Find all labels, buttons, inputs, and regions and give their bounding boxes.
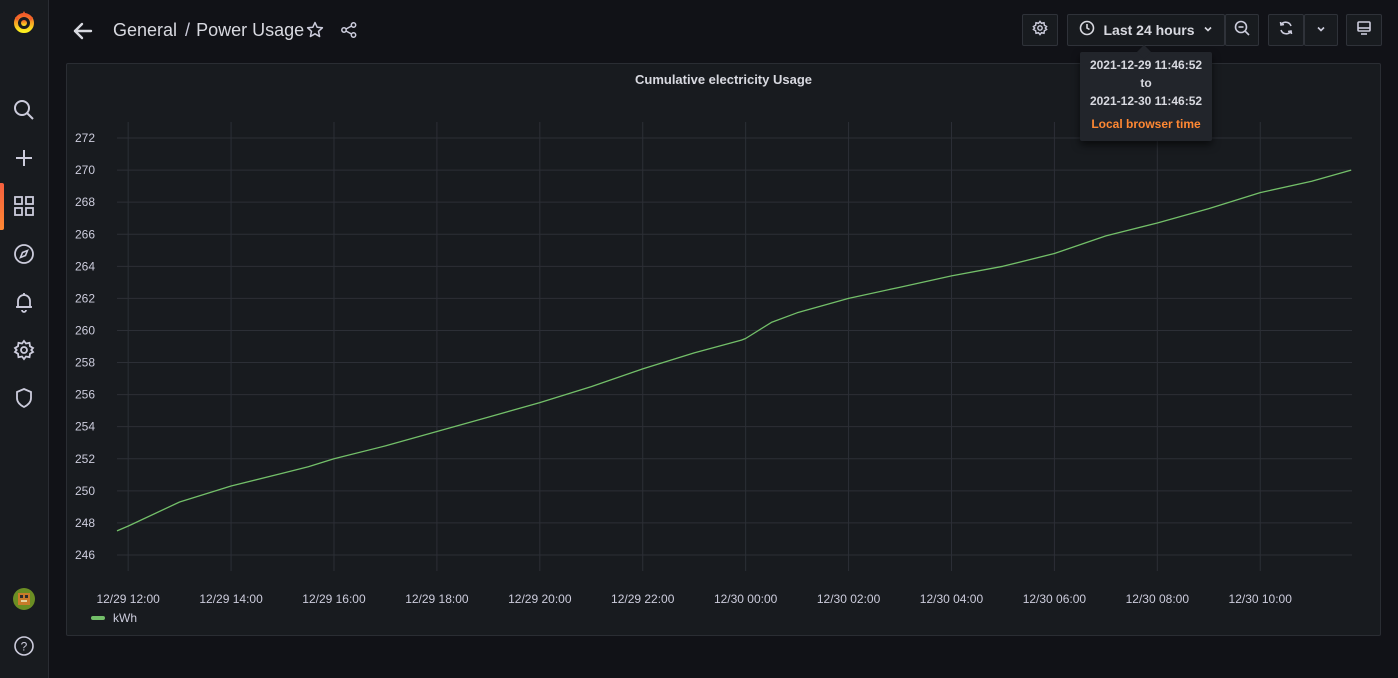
breadcrumb-folder[interactable]: General — [113, 20, 178, 40]
active-indicator — [0, 183, 4, 230]
legend-label[interactable]: kWh — [113, 611, 137, 625]
x-tick-label: 12/29 16:00 — [302, 592, 366, 606]
star-icon[interactable] — [305, 14, 325, 46]
tv-mode-button[interactable] — [1346, 14, 1382, 46]
x-tick-label: 12/30 06:00 — [1023, 592, 1087, 606]
chevron-down-icon — [1316, 21, 1326, 39]
x-tick-label: 12/30 10:00 — [1229, 592, 1293, 606]
plus-icon[interactable] — [0, 138, 48, 178]
help-icon[interactable]: ? — [0, 626, 48, 666]
top-navbar: General / Power Usage Last 24 hours — [48, 0, 1398, 62]
refresh-interval-dropdown[interactable] — [1304, 14, 1338, 46]
x-tick-label: 12/30 02:00 — [817, 592, 881, 606]
y-tick-label: 268 — [75, 195, 95, 209]
clock-icon — [1079, 20, 1095, 41]
x-tick-label: 12/29 14:00 — [199, 592, 263, 606]
shield-icon[interactable] — [0, 378, 48, 418]
legend-swatch — [91, 616, 105, 620]
alerting-icon[interactable] — [0, 282, 48, 322]
zoom-out-button[interactable] — [1225, 14, 1259, 46]
explore-icon[interactable] — [0, 234, 48, 274]
y-tick-label: 266 — [75, 227, 95, 241]
search-icon[interactable] — [0, 90, 48, 130]
series-line-kwh — [116, 169, 1352, 532]
legend: kWh — [91, 611, 137, 625]
graph-panel: Cumulative electricity Usage 246 248 250 25… — [66, 63, 1381, 636]
x-tick-label: 12/29 22:00 — [611, 592, 675, 606]
x-tick-label: 12/29 18:00 — [405, 592, 469, 606]
y-tick-label: 270 — [75, 163, 95, 177]
dashboards-icon[interactable] — [0, 186, 48, 226]
avatar[interactable] — [0, 579, 48, 619]
y-tick-label: 256 — [75, 388, 95, 402]
y-tick-label: 272 — [75, 131, 95, 145]
gear-icon — [1032, 19, 1048, 41]
arrow-left-icon[interactable] — [70, 18, 96, 44]
tooltip-to-word: to — [1140, 76, 1152, 90]
settings-icon[interactable] — [0, 330, 48, 370]
time-range-label: Last 24 hours — [1103, 22, 1195, 38]
tooltip-from: 2021-12-29 11:46:52 — [1089, 58, 1203, 72]
dashboard-settings-button[interactable] — [1022, 14, 1058, 46]
y-tick-label: 250 — [75, 484, 95, 498]
x-tick-label: 12/30 00:00 — [714, 592, 778, 606]
breadcrumb: General / Power Usage — [113, 20, 304, 41]
y-tick-label: 258 — [75, 356, 95, 370]
svg-text:?: ? — [21, 640, 28, 654]
refresh-button[interactable] — [1268, 14, 1304, 46]
time-range-tooltip: 2021-12-29 11:46:52 to 2021-12-30 11:46:… — [1080, 44, 1212, 141]
y-tick-label: 262 — [75, 291, 95, 305]
y-tick-label: 264 — [75, 259, 95, 273]
time-range-picker[interactable]: Last 24 hours — [1067, 14, 1225, 46]
y-tick-label: 252 — [75, 452, 95, 466]
y-tick-label: 254 — [75, 420, 95, 434]
page-title[interactable]: Power Usage — [196, 20, 305, 40]
chevron-down-icon — [1203, 21, 1213, 39]
breadcrumb-separator: / — [185, 20, 191, 40]
monitor-icon — [1356, 20, 1372, 41]
sync-icon — [1278, 20, 1294, 41]
y-tick-label: 260 — [75, 323, 95, 337]
panel-title[interactable]: Cumulative electricity Usage — [634, 72, 813, 87]
line-chart[interactable]: 246 248 250 252 254 256 258 260 262 264 266 268 270 2… — [67, 64, 1380, 635]
sidebar: ? — [0, 0, 49, 678]
y-tick-label: 246 — [75, 548, 95, 562]
grafana-logo-icon[interactable] — [0, 2, 48, 42]
x-tick-label: 12/30 08:00 — [1126, 592, 1190, 606]
x-tick-label: 12/29 20:00 — [508, 592, 572, 606]
y-tick-label: 248 — [75, 516, 95, 530]
share-icon[interactable] — [339, 14, 359, 46]
tooltip-timezone: Local browser time — [1091, 117, 1201, 131]
x-tick-label: 12/30 04:00 — [920, 592, 984, 606]
zoom-out-icon — [1234, 20, 1250, 41]
tooltip-to: 2021-12-30 11:46:52 — [1089, 94, 1203, 108]
x-tick-label: 12/29 12:00 — [96, 592, 160, 606]
